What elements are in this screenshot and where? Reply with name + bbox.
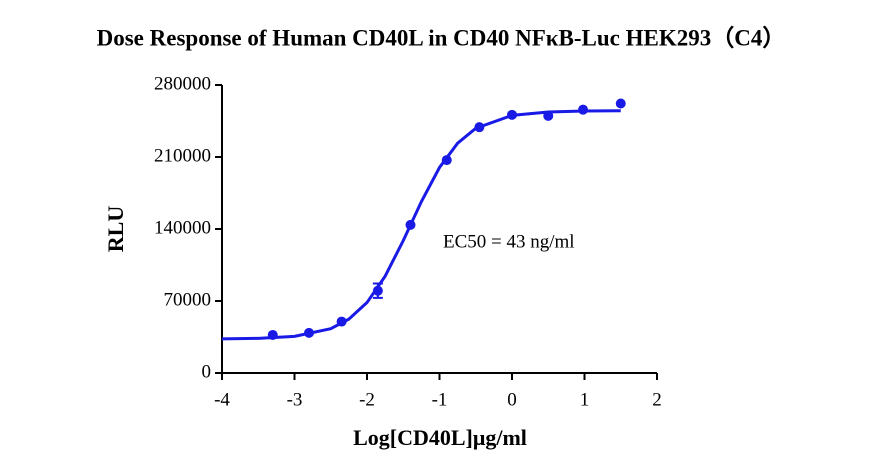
x-tick-label: 0 xyxy=(507,389,517,410)
y-tick-label: 0 xyxy=(202,361,212,382)
annotation: EC50 = 43 ng/ml xyxy=(443,231,575,252)
y-tick-label: 210000 xyxy=(154,145,211,166)
y-tick-label: 140000 xyxy=(154,217,211,238)
y-tick-label: 70000 xyxy=(164,289,212,310)
x-tick-label: -1 xyxy=(432,389,448,410)
y-axis-title: RLU xyxy=(103,206,128,253)
chart-title: Dose Response of Human CD40L in CD40 NFκ… xyxy=(97,24,786,50)
x-tick-label: -4 xyxy=(214,389,230,410)
x-tick-label: 2 xyxy=(652,389,662,410)
y-tick-label: 280000 xyxy=(154,73,211,94)
fit-curve xyxy=(221,109,621,341)
x-axis-title: Log[CD40L]μg/ml xyxy=(353,425,527,450)
x-tick-label: -3 xyxy=(287,389,303,410)
x-tick-label: 1 xyxy=(580,389,590,410)
data-point xyxy=(615,98,626,109)
x-tick-label: -2 xyxy=(359,389,375,410)
